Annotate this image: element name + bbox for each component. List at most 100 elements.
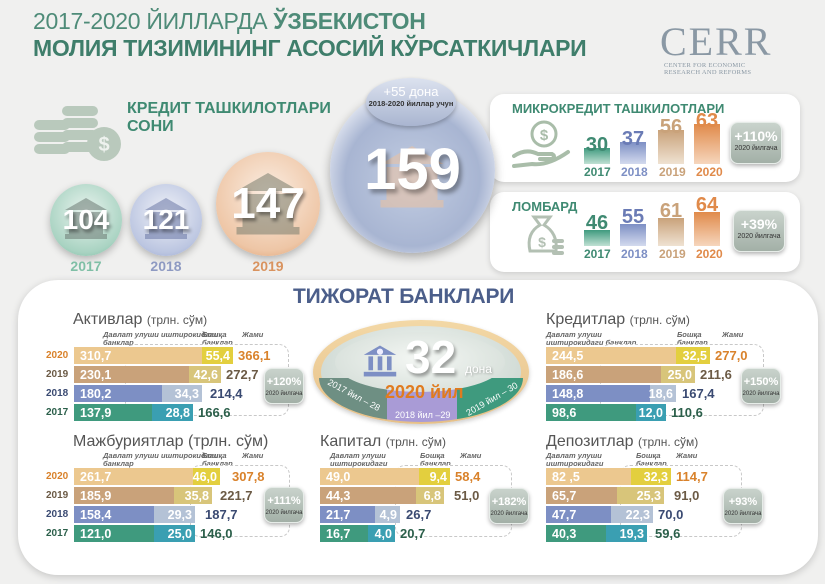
lb-year-2017: 2017: [584, 247, 611, 261]
circle-2017: 104: [50, 184, 122, 256]
title-light: 2017-2020 ЙИЛЛАРДА: [33, 8, 274, 34]
credit-orgs-title-l2: СОНИ: [127, 118, 174, 135]
assets-title: Активлар (трлн. сўм): [73, 311, 207, 329]
state-value: 244,5: [546, 347, 676, 364]
bank-icon: [145, 198, 187, 239]
other-value: 25,3: [617, 487, 664, 504]
badge-sub: 2018-2020 йиллар учун: [368, 99, 454, 108]
hdr-other: Бошқа банклар: [202, 451, 233, 468]
total-value: 366,1: [238, 348, 271, 363]
lombard-growth-sub: 2020 йилгача: [737, 233, 781, 240]
state-value: 180,2: [74, 385, 162, 402]
assets-growth: +120%: [266, 376, 302, 388]
microcredit-growth: +110%: [734, 128, 778, 144]
microcredit-2020: 63: [695, 110, 719, 132]
other-value: 29,3: [154, 506, 195, 523]
growth-badge-55: +55 дона 2018-2020 йиллар учун: [366, 78, 456, 126]
other-value: 28,8: [152, 404, 193, 421]
money-bag-icon: $: [527, 215, 564, 255]
other-value: 32,3: [631, 468, 671, 485]
capital-row-2017: 16,7 4,0 20,7: [320, 525, 425, 542]
lombard-growth-badge: +39% 2020 йилгача: [733, 210, 785, 252]
other-value: 34,3: [162, 385, 202, 402]
capital-growth-badge: +182% 2020 йилгача: [489, 488, 529, 524]
year-label: 2018: [46, 388, 69, 399]
other-value: 46,0: [193, 468, 220, 485]
lb-year-2019: 2019: [659, 247, 686, 261]
credit-orgs-2017-value: 104: [62, 204, 110, 235]
lombard-2019: 61: [659, 200, 683, 222]
total-value: 214,4: [210, 386, 243, 401]
other-value: 12,0: [636, 404, 666, 421]
hdr-state: Давлат улуши иштирокидаги банклар: [546, 330, 637, 347]
loans-growth: +150%: [743, 376, 779, 388]
microcredit-title: МИКРОКРЕДИТ ТАШКИЛОТЛАРИ: [512, 101, 725, 116]
mc-year-2019: 2019: [659, 165, 686, 179]
total-value: 187,7: [205, 507, 238, 522]
deposits-row-2017: 40,3 19,3 59,6: [546, 525, 680, 542]
loans-title: Кредитлар (трлн. сўм): [546, 311, 690, 329]
other-value: 32,5: [676, 347, 710, 364]
loans-growth-badge: +150% 2020 йилгача: [741, 368, 781, 404]
unit: (трлн. сўм): [629, 313, 690, 327]
state-value: 310,7: [74, 347, 202, 364]
year-2018-label: 2018: [150, 258, 182, 274]
other-value: 18,6: [649, 385, 676, 402]
total-credit-orgs-value: 159: [364, 137, 461, 202]
commercial-banks-title: ТИЖОРАТ БАНКЛАРИ: [293, 285, 515, 308]
hdr-state: Давлат улуши иштирокидаги банклар: [103, 451, 219, 468]
microcredit-bars: 30 37 56 63: [584, 110, 720, 164]
bank-count-unit: дона: [465, 362, 492, 376]
hdr-total: Жами: [242, 330, 264, 339]
lombard-growth: +39%: [740, 216, 778, 232]
loans-name: Кредитлар: [546, 311, 626, 328]
state-value: 49,0: [320, 468, 419, 485]
circle-2018: 121: [130, 184, 202, 256]
year-2017-label: 2017: [70, 258, 102, 274]
deposits-row-2020: 82 ,5 32,3 114,7: [546, 468, 708, 485]
state-value: 98,6: [546, 404, 636, 421]
logo-sub1: CENTER FOR ECONOMIC: [664, 62, 746, 69]
bank-count-value: 32: [405, 331, 457, 383]
state-value: 186,6: [546, 366, 661, 383]
bank-icon: [380, 146, 444, 208]
hdr-total: Жами: [722, 330, 744, 339]
total-value: 211,6: [700, 367, 732, 382]
year-label: 2019: [46, 369, 69, 380]
assets-row-2018: 180,2 34,3 214,4: [74, 385, 243, 402]
state-value: 261,7: [74, 468, 193, 485]
liabilities-growth-badge: +111% 2020 йилгача: [264, 487, 304, 523]
credit-orgs-title-l1: КРЕДИТ ТАШКИЛОТЛАРИ: [127, 100, 331, 117]
other-value: 55,4: [202, 347, 233, 364]
year-2019-label: 2019: [252, 258, 284, 274]
badge-main: +55 дона: [383, 84, 439, 99]
total-value: 58,4: [455, 469, 481, 484]
total-value: 277,0: [715, 348, 748, 363]
lombard-2018: 55: [621, 206, 645, 228]
credit-orgs-2019-value: 147: [231, 179, 305, 228]
assets-row-2020: 310,7 55,4 366,1: [74, 347, 271, 364]
lombard-title: ЛОМБАРД: [512, 199, 578, 214]
total-value: 167,4: [682, 386, 715, 401]
deposits-growth-sub: 2020 йилгача: [724, 511, 762, 517]
bank-icon: [363, 345, 397, 377]
unit: (трлн. сўм): [637, 435, 699, 449]
svg-text:$: $: [98, 134, 109, 156]
bank-count-year: 2020 йил: [385, 382, 464, 402]
state-value: 21,7: [320, 506, 375, 523]
capital-title: Капитал (трлн. сўм): [320, 433, 446, 451]
bank-icon: [65, 198, 107, 239]
state-value: 185,9: [74, 487, 174, 504]
other-value: 22,3: [611, 506, 653, 523]
deposits-title: Депозитлар (трлн. сўм): [546, 433, 698, 451]
total-value: 20,7: [400, 526, 426, 541]
liabilities-row-2018: 158,4 29,3 187,7: [74, 506, 238, 523]
assets-row-2017: 137,9 28,8 166,6: [74, 404, 231, 421]
other-value: 42,6: [189, 366, 221, 383]
microcredit-2017: 30: [585, 134, 609, 156]
other-value: 25,0: [154, 525, 195, 542]
mc-year-2018: 2018: [621, 165, 648, 179]
assets-row-2019: 230,1 42,6 272,7: [74, 366, 259, 383]
liabilities-growth-sub: 2020 йилгача: [265, 510, 303, 516]
credit-orgs-2018-value: 121: [142, 204, 190, 235]
